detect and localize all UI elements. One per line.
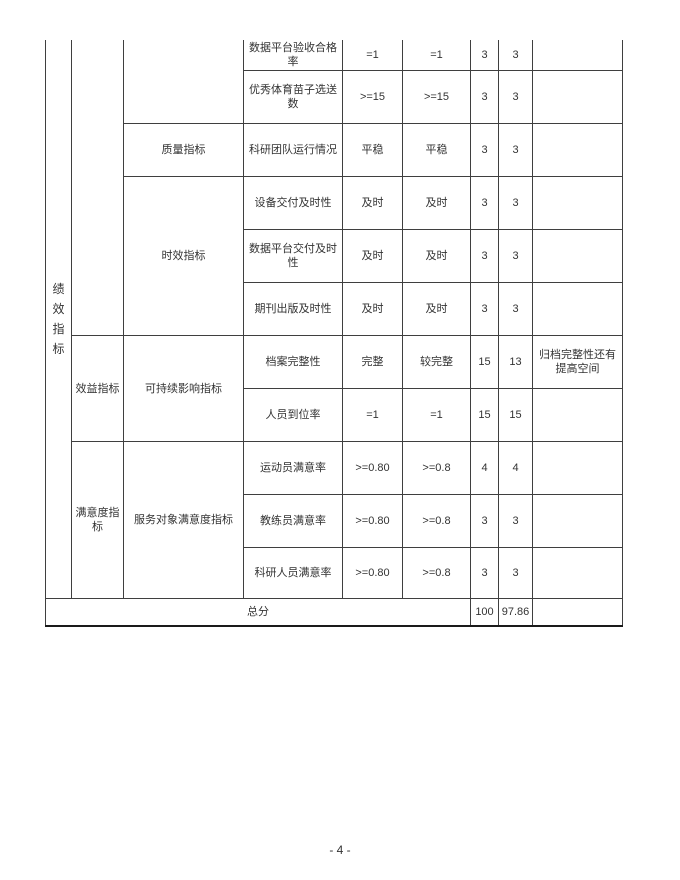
got-score-cell: 3 <box>498 494 533 548</box>
got-score-cell: 3 <box>498 547 533 599</box>
target-value-cell: >=0.80 <box>342 441 403 495</box>
target-value-cell: 及时 <box>342 176 403 230</box>
cell-level3-timeliness: 时效指标 <box>123 176 244 336</box>
metric-name-cell: 设备交付及时性 <box>243 176 343 230</box>
got-score-cell: 3 <box>498 282 533 336</box>
target-value-cell: 及时 <box>342 229 403 283</box>
metric-name-cell: 科研团队运行情况 <box>243 123 343 177</box>
score-cell: 15 <box>470 335 499 389</box>
got-score-cell: 3 <box>498 229 533 283</box>
table-row: 教练员满意率 >=0.80 >=0.8 3 3 <box>46 494 623 548</box>
target-value-cell: >=0.80 <box>342 494 403 548</box>
table-row: 优秀体育苗子选送数 >=15 >=15 3 3 <box>46 70 623 124</box>
table-row: 时效指标 设备交付及时性 及时 及时 3 3 <box>46 176 623 336</box>
total-score-cell: 100 <box>470 598 499 626</box>
table-row: 满意度指标 服务对象满意度指标 运动员满意率 >=0.80 >=0.8 4 4 <box>46 441 623 599</box>
got-score-cell: 3 <box>498 40 533 71</box>
actual-value-cell: 平稳 <box>402 123 471 177</box>
cell-level1-performance: 绩效指标 <box>45 40 72 599</box>
metric-name-cell: 期刊出版及时性 <box>243 282 343 336</box>
note-cell <box>532 176 623 230</box>
total-row: 总分 100 97.86 <box>45 598 623 626</box>
table-row: 效益指标 可持续影响指标 档案完整性 完整 较完整 15 13 归档完整性还有提… <box>46 335 623 442</box>
got-score-cell: 15 <box>498 388 533 442</box>
got-score-cell: 3 <box>498 176 533 230</box>
score-cell: 3 <box>470 123 499 177</box>
actual-value-cell: 较完整 <box>402 335 471 389</box>
got-score-cell: 3 <box>498 70 533 124</box>
note-cell <box>532 547 623 599</box>
note-cell: 归档完整性还有提高空间 <box>532 335 623 389</box>
score-cell: 15 <box>470 388 499 442</box>
metric-name-cell: 优秀体育苗子选送数 <box>243 70 343 124</box>
total-note-cell <box>532 598 623 626</box>
total-got-cell: 97.86 <box>498 598 533 626</box>
metric-name-cell: 档案完整性 <box>243 335 343 389</box>
target-value-cell: =1 <box>342 40 403 71</box>
target-value-cell: 平稳 <box>342 123 403 177</box>
target-value-cell: >=0.80 <box>342 547 403 599</box>
score-cell: 4 <box>470 441 499 495</box>
actual-value-cell: >=15 <box>402 70 471 124</box>
actual-value-cell: 及时 <box>402 229 471 283</box>
score-cell: 3 <box>470 494 499 548</box>
metric-name-cell: 数据平台验收合格率 <box>243 40 343 71</box>
cell-level3-sustainable: 可持续影响指标 <box>123 335 244 442</box>
target-value-cell: 完整 <box>342 335 403 389</box>
page-number: - 4 - <box>329 843 351 857</box>
actual-value-cell: >=0.8 <box>402 441 471 495</box>
actual-value-cell: 及时 <box>402 282 471 336</box>
note-cell <box>532 388 623 442</box>
actual-value-cell: =1 <box>402 40 471 71</box>
note-cell <box>532 229 623 283</box>
total-label-cell: 总分 <box>45 598 471 626</box>
cell-level3-quality: 质量指标 <box>123 123 244 177</box>
note-cell <box>532 282 623 336</box>
metric-name-cell: 教练员满意率 <box>243 494 343 548</box>
target-value-cell: >=15 <box>342 70 403 124</box>
target-value-cell: 及时 <box>342 282 403 336</box>
got-score-cell: 13 <box>498 335 533 389</box>
note-cell <box>532 123 623 177</box>
got-score-cell: 4 <box>498 441 533 495</box>
score-cell: 3 <box>470 229 499 283</box>
cell-level2-benefit: 效益指标 <box>71 335 124 442</box>
note-cell <box>532 494 623 548</box>
actual-value-cell: 及时 <box>402 176 471 230</box>
table-row: 数据平台交付及时性 及时 及时 3 3 <box>46 229 623 283</box>
actual-value-cell: =1 <box>402 388 471 442</box>
score-cell: 3 <box>470 282 499 336</box>
table-row: 绩效指标 数据平台验收合格率 =1 =1 3 3 <box>45 40 623 599</box>
cell-level3-continued-empty <box>123 40 244 124</box>
table-row: 质量指标 科研团队运行情况 平稳 平稳 3 3 <box>46 123 623 177</box>
target-value-cell: =1 <box>342 388 403 442</box>
metric-name-cell: 数据平台交付及时性 <box>243 229 343 283</box>
table-row: 人员到位率 =1 =1 15 15 <box>46 388 623 442</box>
metric-name-cell: 人员到位率 <box>243 388 343 442</box>
cell-level3-service-satisfaction: 服务对象满意度指标 <box>123 441 244 599</box>
got-score-cell: 3 <box>498 123 533 177</box>
note-cell <box>532 70 623 124</box>
cell-level2-satisfaction: 满意度指标 <box>71 441 124 599</box>
actual-value-cell: >=0.8 <box>402 547 471 599</box>
performance-indicators-table: 绩效指标 数据平台验收合格率 =1 =1 3 3 优秀体育苗子选送数 >=15 … <box>45 40 623 627</box>
score-cell: 3 <box>470 547 499 599</box>
level1-performance-label: 绩效指标 <box>52 282 65 356</box>
table-row: 科研人员满意率 >=0.80 >=0.8 3 3 <box>46 547 623 599</box>
metric-name-cell: 科研人员满意率 <box>243 547 343 599</box>
note-cell <box>532 40 623 71</box>
note-cell <box>532 441 623 495</box>
cell-level2-continued-empty <box>71 40 124 336</box>
score-cell: 3 <box>470 70 499 124</box>
actual-value-cell: >=0.8 <box>402 494 471 548</box>
table-row: 期刊出版及时性 及时 及时 3 3 <box>46 282 623 336</box>
metric-name-cell: 运动员满意率 <box>243 441 343 495</box>
score-cell: 3 <box>470 40 499 71</box>
score-cell: 3 <box>470 176 499 230</box>
